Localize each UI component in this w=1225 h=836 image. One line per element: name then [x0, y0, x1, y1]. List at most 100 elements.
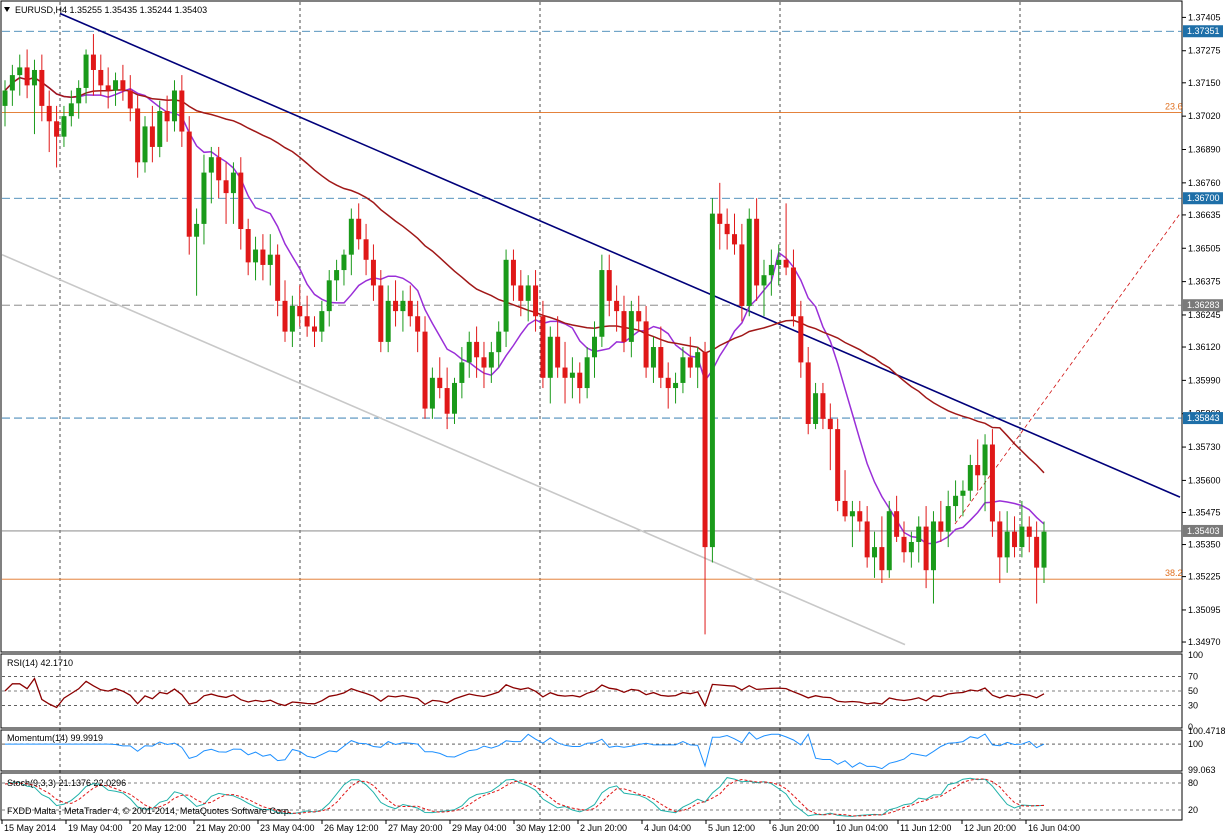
stoch-axis-label: 80	[1188, 778, 1198, 788]
candle-body	[636, 311, 642, 322]
ma-slow-line	[4, 76, 1045, 474]
candle-body	[31, 69, 37, 86]
candle-body	[230, 172, 236, 194]
momentum-axis-label: 100	[1188, 739, 1203, 749]
candle-body	[577, 372, 583, 389]
candle-body	[415, 316, 421, 332]
price-tag-label: 1.37351	[1187, 26, 1220, 36]
y-tick-label: 1.34970	[1188, 637, 1221, 647]
candle-body	[901, 536, 907, 553]
x-tick-label: 10 Jun 04:00	[836, 823, 888, 833]
x-tick-label: 19 May 04:00	[68, 823, 123, 833]
candle-body	[754, 218, 760, 286]
candle-body	[960, 490, 966, 496]
candle-body	[1012, 531, 1018, 548]
candle-body	[253, 249, 259, 263]
candle-body	[908, 541, 914, 553]
candle-body	[930, 521, 936, 571]
candle-body	[680, 357, 686, 383]
candle-body	[650, 347, 656, 368]
candle-body	[17, 67, 23, 76]
candle-body	[98, 69, 104, 86]
downtrend-line	[59, 12, 1181, 498]
x-tick-label: 29 May 04:00	[452, 823, 507, 833]
candle-body	[533, 285, 539, 317]
candle-body	[54, 121, 60, 137]
candle-body	[385, 300, 391, 342]
candle-body	[304, 316, 310, 327]
y-tick-label: 1.35730	[1188, 442, 1221, 452]
candle-body	[732, 234, 738, 245]
y-tick-label: 1.36375	[1188, 277, 1221, 287]
candle-body	[9, 75, 15, 91]
candle-body	[776, 259, 782, 265]
stoch-signal-line	[4, 778, 1044, 817]
candle-body	[658, 347, 664, 378]
price-tag-box	[1183, 412, 1223, 425]
price-tag-box	[1183, 524, 1223, 537]
collapse-triangle-icon[interactable]	[4, 7, 10, 12]
price-tag-label: 1.36283	[1187, 300, 1220, 310]
candle-body	[194, 223, 200, 237]
candle-body	[157, 111, 163, 147]
candle-body	[260, 249, 266, 265]
y-tick-label: 1.37020	[1188, 111, 1221, 121]
candle-body	[466, 341, 472, 363]
candle-body	[105, 85, 111, 91]
y-tick-label: 1.36890	[1188, 145, 1221, 155]
candle-body	[245, 229, 251, 263]
y-tick-label: 1.35225	[1188, 572, 1221, 582]
candle-body	[768, 264, 774, 276]
candle-body	[289, 305, 295, 332]
candle-body	[481, 357, 487, 368]
x-tick-label: 6 Jun 20:00	[772, 823, 819, 833]
candle-body	[606, 270, 612, 301]
ma-fast-line	[4, 76, 1045, 545]
y-tick-label: 1.36505	[1188, 243, 1221, 253]
price-tag-label: 1.36700	[1187, 193, 1220, 203]
candle-body	[24, 67, 30, 86]
candle-body	[518, 285, 524, 301]
x-tick-label: 30 May 12:00	[516, 823, 571, 833]
candle-body	[208, 157, 214, 173]
symbol-header: EURUSD,H4 1.35255 1.35435 1.35244 1.3540…	[15, 5, 207, 15]
candle-body	[746, 218, 752, 306]
y-tick-label: 1.36635	[1188, 210, 1221, 220]
rsi-label: RSI(14) 42.1710	[7, 658, 73, 668]
candle-body	[879, 547, 885, 571]
stoch-pane-frame	[0, 772, 1183, 821]
candle-body	[334, 270, 340, 281]
candle-body	[584, 357, 590, 389]
candle-body	[341, 254, 347, 271]
candle-body	[1034, 536, 1040, 568]
price-tag-box	[1183, 299, 1223, 312]
candle-body	[400, 300, 406, 312]
rsi-axis-label: 30	[1188, 700, 1198, 710]
candle-body	[673, 382, 679, 389]
candle-body	[90, 54, 96, 70]
stoch-axis-label: 20	[1188, 805, 1198, 815]
stoch-main-line	[4, 777, 1045, 817]
candle-body	[370, 259, 376, 286]
candle-body	[894, 511, 900, 537]
momentum-line	[5, 731, 1045, 770]
x-tick-label: 4 Jun 04:00	[644, 823, 691, 833]
price-tag-box	[1183, 192, 1223, 205]
candle-body	[363, 239, 369, 260]
candle-body	[135, 108, 141, 163]
rsi-axis-label: 0	[1188, 722, 1193, 732]
candle-body	[422, 331, 428, 409]
x-tick-label: 27 May 20:00	[388, 823, 443, 833]
candle-body	[149, 126, 155, 147]
candle-body	[83, 54, 89, 88]
candle-body	[46, 105, 52, 122]
candle-body	[783, 259, 789, 268]
candle-body	[267, 254, 273, 265]
x-tick-label: 12 Jun 20:00	[964, 823, 1016, 833]
candle-body	[429, 377, 435, 409]
candle-body	[1026, 526, 1032, 537]
candle-body	[61, 116, 67, 137]
candle-body	[864, 521, 870, 558]
rsi-axis-label: 50	[1188, 686, 1198, 696]
